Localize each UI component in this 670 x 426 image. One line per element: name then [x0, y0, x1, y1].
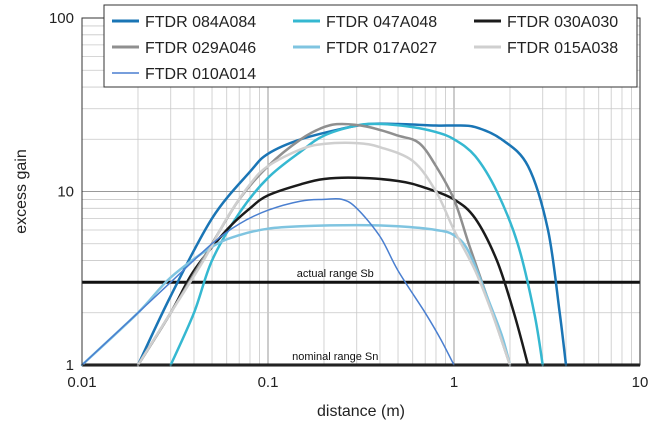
- legend-label: FTDR 030A030: [507, 14, 618, 31]
- series-line-6: [136, 141, 512, 367]
- legend: FTDR 084A084 FTDR 047A048 FTDR 030A030 FTDR…: [103, 4, 638, 88]
- x-tick-label: 0.1: [258, 374, 279, 391]
- tick-labels: 0.01 0.1 1 10 1 10 100: [49, 10, 648, 391]
- x-axis-label: distance (m): [317, 403, 405, 420]
- series-line-1: [136, 122, 568, 367]
- x-tick-label: 0.01: [67, 374, 96, 391]
- legend-label: FTDR 010A014: [145, 66, 256, 83]
- series-lines: [80, 122, 568, 367]
- reference-line-label: nominal range Sn: [292, 351, 378, 363]
- y-tick-label: 10: [57, 184, 74, 201]
- series-line-7: [81, 197, 455, 366]
- legend-label: FTDR 084A084: [145, 14, 256, 31]
- y-tick-label: 100: [49, 10, 74, 27]
- reference-line-label: actual range Sb: [297, 268, 374, 280]
- legend-label: FTDR 015A038: [507, 40, 618, 57]
- legend-box: [103, 4, 638, 88]
- y-axis-label: excess gain: [13, 149, 30, 234]
- legend-label: FTDR 017A027: [326, 40, 437, 57]
- x-tick-label: 1: [450, 374, 458, 391]
- legend-label: FTDR 029A046: [145, 40, 256, 57]
- x-tick-label: 10: [632, 374, 649, 391]
- legend-label: FTDR 047A048: [326, 14, 437, 31]
- y-tick-label: 1: [66, 357, 74, 374]
